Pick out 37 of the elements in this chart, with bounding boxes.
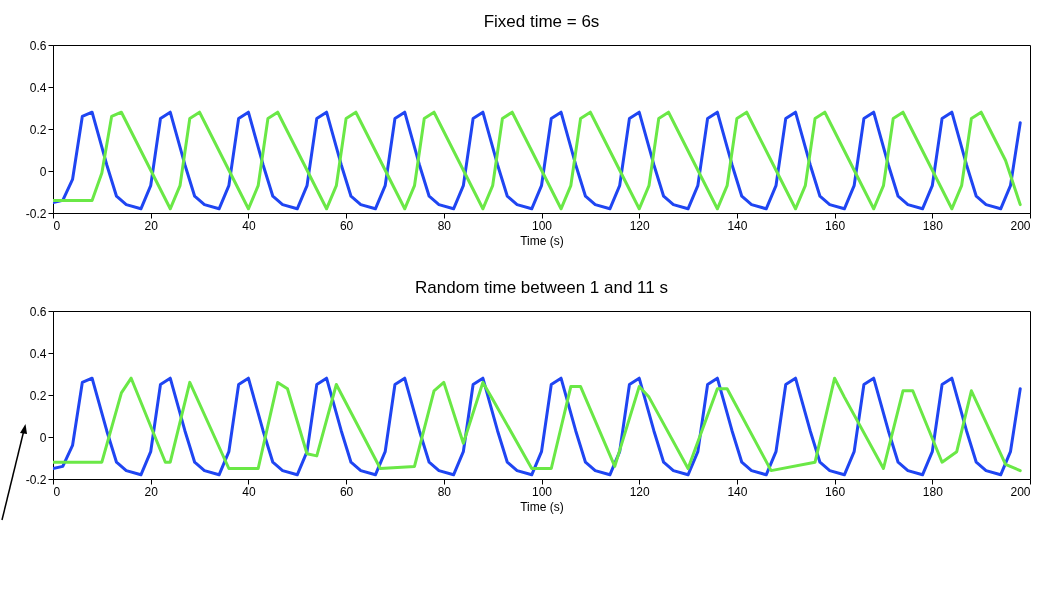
x-tick-label: 0 <box>53 484 61 499</box>
x-tick-label: 80 <box>437 218 452 233</box>
x-tick-label: 180 <box>922 218 944 233</box>
x-tick-label: 160 <box>825 484 846 499</box>
x-tick-label: 180 <box>922 484 944 499</box>
x-tick-label: 80 <box>437 484 452 499</box>
x-tick-label: 0 <box>53 218 61 233</box>
y-tick-label: 0 <box>39 164 47 179</box>
x-tick-label: 60 <box>339 484 354 499</box>
x-axis-title: Time (s) <box>520 233 564 248</box>
chart-title: Fixed time = 6s <box>483 12 600 31</box>
x-tick-label: 20 <box>144 218 159 233</box>
x-tick-label: 100 <box>531 484 553 499</box>
y-tick-label: 0.6 <box>29 38 47 53</box>
y-tick-label: 0.2 <box>29 388 47 403</box>
y-tick-label: 0.4 <box>29 80 47 95</box>
x-tick-label: 120 <box>629 484 651 499</box>
x-tick-label: 200 <box>1010 484 1031 499</box>
line-series <box>53 110 1022 211</box>
x-tick-label: 120 <box>629 218 651 233</box>
y-tick-label: -0.2 <box>25 472 47 487</box>
y-tick-label: -0.2 <box>25 206 47 221</box>
y-tick-label: 0.2 <box>29 122 47 137</box>
x-tick-label: 100 <box>531 218 553 233</box>
x-tick-label: 60 <box>339 218 354 233</box>
chart-title: Random time between 1 and 11 s <box>415 278 668 297</box>
x-tick-label: 40 <box>242 484 256 499</box>
x-tick-label: 40 <box>242 218 256 233</box>
x-tick-label: 20 <box>144 484 159 499</box>
x-tick-label: 200 <box>1010 218 1031 233</box>
y-tick-label: 0.4 <box>29 346 47 361</box>
y-tick-label: 0 <box>39 430 47 445</box>
x-tick-label: 140 <box>727 218 748 233</box>
x-axis-title: Time (s) <box>520 499 564 514</box>
x-tick-label: 140 <box>727 484 748 499</box>
x-tick-label: 160 <box>825 218 846 233</box>
y-tick-label: 0.6 <box>29 304 47 319</box>
